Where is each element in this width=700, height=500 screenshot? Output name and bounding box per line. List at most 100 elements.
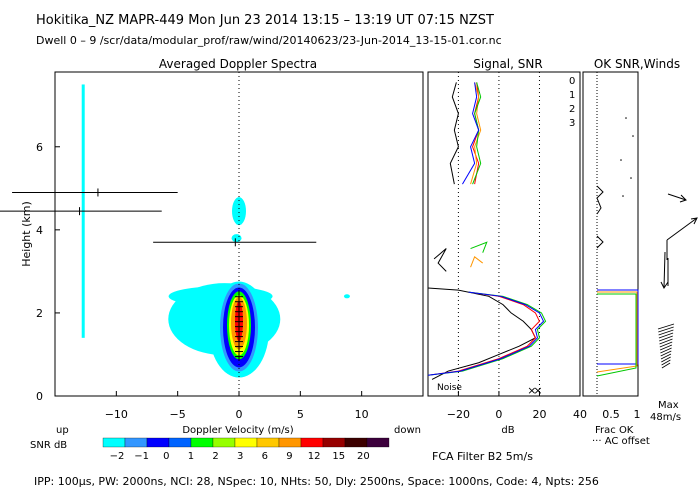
channel-legend-label: 2	[569, 104, 575, 115]
colorbar-tick-label: 20	[357, 451, 370, 462]
spectrum-blob	[343, 294, 350, 299]
noise-label: Noise	[437, 383, 462, 393]
x-tick-label: 0	[236, 408, 243, 421]
frac-ok-line	[596, 235, 604, 249]
frac-ok-line	[596, 185, 604, 215]
signal-series-line	[462, 82, 480, 185]
ok-title: OK SNR,Winds	[594, 57, 680, 71]
colorbar-swatch	[168, 437, 192, 448]
wind-arrow	[659, 338, 673, 345]
colorbar-swatch	[212, 437, 236, 448]
signal-series-line	[470, 241, 488, 253]
y-tick-label: 6	[36, 141, 43, 154]
wind-arrow	[659, 341, 673, 348]
signal-series-line	[470, 256, 484, 268]
y-tick-label: 2	[36, 307, 43, 320]
y-axis-label: Height (km)	[20, 201, 33, 267]
wind-arrow	[660, 347, 672, 354]
channel-legend-label: 1	[569, 90, 575, 101]
x-tick-label: −5	[170, 408, 186, 421]
ok-x-tick-label: 0.5	[602, 408, 620, 421]
footer-params: IPP: 100μs, PW: 2000ns, NCI: 28, NSpec: …	[34, 475, 599, 488]
colorbar-tick-label: 0	[163, 451, 169, 462]
header-line2: Dwell 0 – 9 /scr/data/modular_prof/raw/w…	[36, 34, 502, 47]
wind-arrow	[661, 359, 671, 366]
colorbar-label: SNR dB	[30, 440, 67, 451]
ok-x-tick-label: 1	[634, 408, 641, 421]
wind-arrow	[660, 350, 672, 357]
x-tick-label: 5	[297, 408, 304, 421]
colorbar-tick-label: 12	[308, 451, 321, 462]
max-speed-label: 48m/s	[650, 412, 681, 423]
colorbar-swatch	[322, 437, 346, 448]
spectrum-blob	[231, 234, 242, 243]
colorbar-swatch	[278, 437, 302, 448]
fca-filter-label: FCA Filter B2 5m/s	[432, 450, 533, 463]
colorbar-tick-label: 9	[286, 451, 292, 462]
frac-ok-label: Frac OK	[595, 425, 634, 436]
signal-series-line	[427, 291, 547, 376]
x-tick-label: −10	[105, 408, 128, 421]
ok-dot	[622, 195, 624, 197]
signal-x-tick-label: 0	[495, 408, 502, 421]
noise-marker: ×	[527, 384, 536, 397]
frac-ok-line	[597, 289, 639, 365]
signal-x-tick-label: −20	[447, 408, 470, 421]
ok-dot	[625, 117, 627, 119]
wind-arrow	[660, 353, 672, 360]
wind-arrow	[658, 329, 674, 336]
ok-dot	[630, 177, 632, 179]
y-tick-label: 0	[36, 390, 43, 403]
wind-arrow	[657, 323, 675, 330]
colorbar-tick-label: 6	[262, 451, 268, 462]
ok-dot	[632, 135, 634, 137]
signal-x-tick-label: 40	[573, 408, 587, 421]
noise-marker: ×	[533, 384, 542, 397]
wind-arrow	[658, 332, 674, 339]
wind-arrow	[661, 362, 671, 369]
frac-ok-line	[596, 291, 638, 373]
x-axis-label: Doppler Velocity (m/s)	[182, 425, 293, 436]
signal-panel-frame	[427, 71, 581, 397]
x-axis-up-label: up	[56, 425, 69, 436]
wind-arrow	[659, 335, 673, 342]
wind-arrow	[663, 251, 666, 289]
ac-offset-label: ··· AC offset	[592, 436, 650, 447]
signal-series-line	[427, 291, 545, 376]
x-axis-down-label: down	[394, 425, 421, 436]
signal-x-label: dB	[501, 425, 514, 436]
colorbar-tick-label: −2	[110, 451, 125, 462]
colorbar-swatch	[190, 437, 214, 448]
signal-series-line	[433, 248, 447, 272]
colorbar-swatch	[300, 437, 324, 448]
wind-arrow	[679, 194, 687, 203]
y-tick-label: 4	[36, 224, 43, 237]
colorbar-tick-label: 15	[332, 451, 345, 462]
colorbar-tick-label: 2	[212, 451, 218, 462]
wind-arrow	[660, 281, 669, 289]
spectrum-blob	[232, 197, 246, 226]
colorbar-swatch	[146, 437, 170, 448]
wind-arrow	[690, 217, 698, 225]
ok-panel-frame	[582, 71, 639, 397]
frac-ok-line	[596, 293, 637, 377]
channel-legend-label: 0	[569, 76, 575, 87]
colorbar-tick-label: −1	[134, 451, 149, 462]
colorbar-swatch	[124, 437, 148, 448]
signal-series-line	[427, 291, 541, 376]
x-tick-label: 10	[355, 408, 369, 421]
signal-series-line	[470, 82, 482, 185]
signal-x-tick-label: 20	[532, 408, 546, 421]
colorbar-swatch	[256, 437, 280, 448]
colorbar-swatch	[366, 437, 390, 448]
wind-arrow	[659, 344, 673, 351]
max-label: Max	[658, 400, 679, 411]
channel-legend-label: 3	[569, 118, 575, 129]
colorbar-swatch	[344, 437, 368, 448]
wind-arrow	[661, 356, 671, 363]
doppler-title: Averaged Doppler Spectra	[159, 57, 317, 71]
ok-dot	[620, 159, 622, 161]
wind-arrow	[658, 326, 674, 333]
